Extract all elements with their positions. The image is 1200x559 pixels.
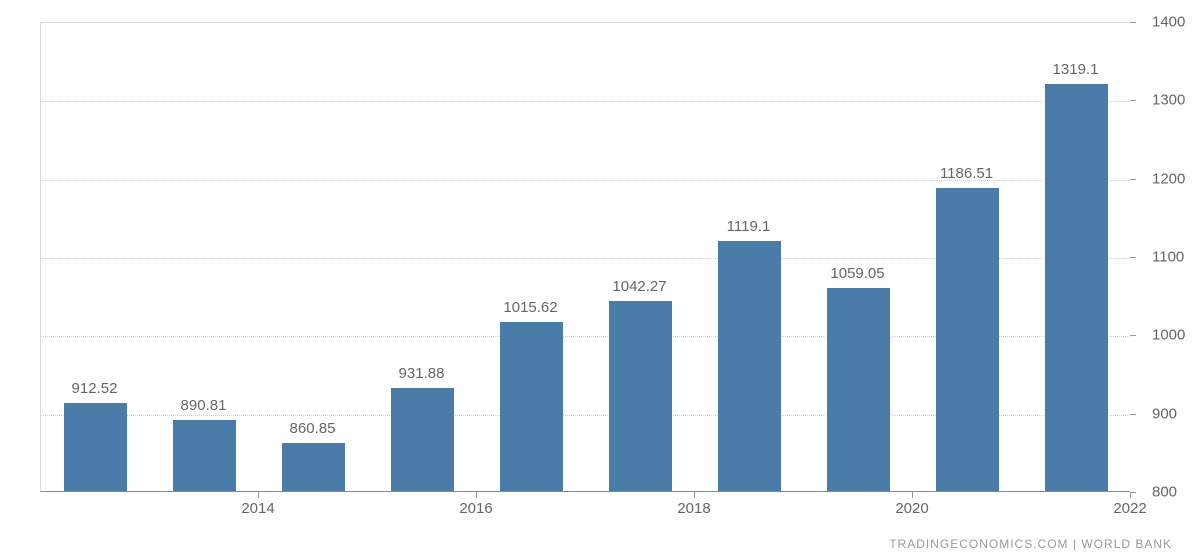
y-tick-label: 900	[1152, 405, 1177, 422]
x-tick-mark	[694, 492, 695, 498]
y-tick-label: 1100	[1152, 249, 1184, 266]
x-tick-mark	[1130, 492, 1131, 498]
bar-value-label: 1059.05	[830, 265, 884, 282]
x-tick-label: 2018	[677, 500, 710, 517]
y-tick-mark	[1130, 100, 1136, 101]
bar-value-label: 1015.62	[503, 299, 557, 316]
bar-value-label: 931.88	[399, 365, 445, 382]
y-tick-mark	[1130, 22, 1136, 23]
y-tick-label: 800	[1152, 484, 1177, 501]
plot-area	[40, 22, 1130, 492]
bar	[391, 388, 454, 491]
chart-container: TRADINGECONOMICS.COM | WORLD BANK 800 900…	[0, 0, 1200, 559]
bar-value-label: 1319.1	[1053, 61, 1099, 78]
y-tick-label: 1300	[1152, 92, 1185, 109]
y-tick-mark	[1130, 335, 1136, 336]
source-credit: TRADINGECONOMICS.COM | WORLD BANK	[889, 537, 1172, 551]
bar-value-label: 1042.27	[612, 278, 666, 295]
bar-value-label: 890.81	[181, 397, 227, 414]
y-tick-label: 1200	[1152, 170, 1185, 187]
bar-value-label: 860.85	[290, 420, 336, 437]
bar	[282, 443, 345, 491]
x-tick-label: 2014	[241, 500, 274, 517]
bar	[500, 322, 563, 491]
y-tick-label: 1400	[1152, 14, 1185, 31]
bar-value-label: 1186.51	[940, 165, 993, 182]
bar	[936, 188, 999, 491]
gridline	[41, 101, 1130, 102]
x-tick-label: 2020	[895, 500, 928, 517]
bar	[64, 403, 127, 491]
bar	[173, 420, 236, 491]
bar	[1045, 84, 1108, 491]
bar-value-label: 912.52	[72, 380, 118, 397]
bar-value-label: 1119.1	[727, 218, 771, 235]
bar	[609, 301, 672, 491]
x-tick-mark	[476, 492, 477, 498]
bar	[718, 241, 781, 491]
x-tick-label: 2022	[1113, 500, 1146, 517]
y-tick-mark	[1130, 257, 1136, 258]
y-tick-label: 1000	[1152, 327, 1185, 344]
y-tick-mark	[1130, 179, 1136, 180]
x-tick-mark	[912, 492, 913, 498]
x-tick-mark	[258, 492, 259, 498]
bar	[827, 288, 890, 491]
y-tick-mark	[1130, 414, 1136, 415]
x-tick-label: 2016	[459, 500, 492, 517]
